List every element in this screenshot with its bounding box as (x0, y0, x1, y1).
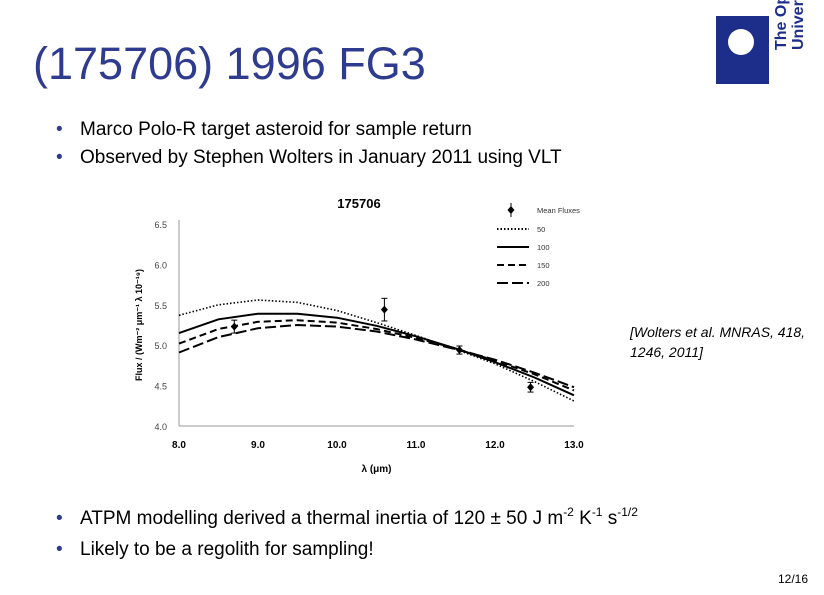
bullet-item: • ATPM modelling derived a thermal inerti… (56, 504, 638, 535)
x-tick-label: 11.0 (407, 440, 426, 451)
open-university-logo: The Open University (716, 0, 808, 84)
bullet-item: • Likely to be a regolith for sampling! (56, 535, 638, 565)
thermal-inertia-text: ATPM modelling derived a thermal inertia… (80, 508, 564, 529)
series-line-200 (178, 323, 575, 389)
series-line-50 (178, 299, 575, 402)
chart-title: 175706 (337, 196, 380, 211)
legend-label: Mean Fluxes (537, 206, 580, 215)
logo-shield (716, 16, 769, 84)
y-tick-label: 4.0 (154, 422, 167, 432)
y-axis-label: Flux / (Wm⁻² μm⁻¹ λ 10⁻¹⁹) (134, 269, 144, 381)
x-tick-label: 10.0 (327, 440, 347, 451)
series-line-100 (178, 312, 575, 397)
flux-chart-svg: 175706 4.0 4.5 5.0 5.5 6.0 6.5 8.0 9.0 10.0 11.0 12… (134, 196, 584, 475)
unit-s: s (602, 508, 618, 529)
logo-dot (728, 29, 754, 55)
logo-line-2: University (790, 0, 807, 50)
bullet-dot: • (56, 508, 63, 529)
y-tick-label: 5.0 (154, 341, 167, 351)
data-point (455, 346, 463, 355)
y-tick-label: 6.5 (154, 220, 167, 230)
bullet-dot: • (56, 119, 63, 140)
bullet-item: • Marco Polo-R target asteroid for sample… (56, 116, 562, 144)
legend-label: 200 (537, 279, 550, 288)
bullet-item: • Observed by Stephen Wolters in January … (56, 144, 562, 172)
exponent: -1/2 (617, 505, 638, 519)
exponent: -1 (591, 505, 603, 519)
data-point (230, 322, 238, 331)
unit-k: K (573, 508, 592, 529)
legend-label: 50 (537, 225, 545, 234)
bullet-dot: • (56, 539, 63, 560)
x-tick-label: 13.0 (564, 440, 584, 451)
data-point (527, 383, 535, 392)
x-axis-label: λ (μm) (361, 464, 391, 475)
top-bullet-list: • Marco Polo-R target asteroid for sample… (56, 116, 562, 172)
series-line-150 (178, 319, 575, 392)
bullet-text: Observed by Stephen Wolters in January 2… (80, 147, 562, 168)
bullet-text: Likely to be a regolith for sampling! (80, 539, 374, 560)
flux-chart: 175706 4.0 4.5 5.0 5.5 6.0 6.5 8.0 9.0 10.0 11.0 12… (129, 184, 591, 488)
citation: [Wolters et al. MNRAS, 418, 1246, 2011] (630, 324, 806, 360)
bottom-bullet-list: • ATPM modelling derived a thermal inerti… (56, 504, 638, 565)
legend-label: 100 (537, 243, 550, 252)
y-tick-label: 4.5 (154, 382, 167, 392)
bullet-text: Marco Polo-R target asteroid for sample … (80, 119, 472, 140)
x-tick-label: 9.0 (251, 440, 265, 451)
page-number: 12/16 (777, 572, 808, 586)
bullet-dot: • (56, 147, 63, 168)
y-tick-label: 6.0 (154, 260, 167, 270)
slide-title: (175706) 1996 FG3 (33, 38, 426, 89)
y-tick-label: 5.5 (154, 301, 167, 311)
data-point (380, 305, 388, 314)
exponent: -2 (563, 505, 574, 519)
logo-line-1: The Open (773, 0, 790, 50)
legend-label: 150 (537, 261, 550, 270)
x-tick-label: 12.0 (485, 440, 505, 451)
x-tick-label: 8.0 (172, 440, 186, 451)
